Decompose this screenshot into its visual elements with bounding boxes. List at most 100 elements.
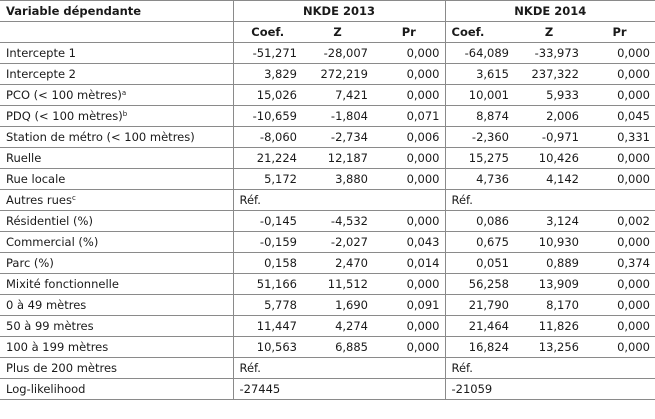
table-row: Rue locale 5,172 3,880 0,000 4,736 4,142 0,000 bbox=[0, 168, 655, 190]
row-label-text: Plus de 200 mètres bbox=[6, 361, 118, 375]
row-label-text: 100 à 199 mètres bbox=[6, 340, 109, 354]
pr-2013-cell: 0,091 bbox=[373, 294, 446, 316]
pr-2014-cell: 0,331 bbox=[584, 126, 655, 148]
row-label-text: PCO (< 100 mètres) bbox=[6, 88, 122, 102]
row-label: 50 à 99 mètres bbox=[0, 315, 234, 337]
z-2013-cell: 1,690 bbox=[302, 294, 373, 316]
z-2014-cell: 10,930 bbox=[514, 231, 584, 253]
coef-2013-cell: -51,271 bbox=[233, 42, 302, 64]
row-label: Rue locale bbox=[0, 168, 234, 190]
row-label: Plus de 200 mètres bbox=[0, 357, 234, 379]
pr-2014-cell: 0,000 bbox=[584, 231, 655, 253]
table-row: Log-likelihood -27445 -21059 bbox=[0, 378, 655, 400]
pr-2014-cell: 0,000 bbox=[584, 273, 655, 295]
pr-2013-cell: 0,000 bbox=[373, 315, 446, 337]
variable-header-blank bbox=[0, 21, 234, 43]
coef-2014-cell: 0,086 bbox=[445, 210, 514, 232]
z-2014-cell: 237,322 bbox=[514, 63, 584, 85]
table-row: Commercial (%) -0,159 -2,027 0,043 0,675 10,9… bbox=[0, 231, 655, 253]
table-row: 100 à 199 mètres 10,563 6,885 0,000 16,824 13… bbox=[0, 336, 655, 358]
table-row: Intercepte 2 3,829 272,219 0,000 3,615 237,32… bbox=[0, 63, 655, 85]
pr-2014-cell: 0,000 bbox=[584, 315, 655, 337]
row-label-text: Autres rues bbox=[6, 193, 72, 207]
table-row: Parc (%) 0,158 2,470 0,014 0,051 0,889 0,374 bbox=[0, 252, 655, 274]
pr-2013-cell: 0,006 bbox=[373, 126, 446, 148]
pr-2013-cell: 0,000 bbox=[373, 42, 446, 64]
table-header: Variable dépendante NKDE 2013 NKDE 2014 … bbox=[0, 0, 655, 43]
z-2013-cell bbox=[302, 378, 373, 400]
coef-2014-cell: Réf. bbox=[445, 357, 514, 379]
row-label: 0 à 49 mètres bbox=[0, 294, 234, 316]
table-row: PCO (< 100 mètres)a 15,026 7,421 0,000 10,00… bbox=[0, 84, 655, 106]
z-2014-cell: 5,933 bbox=[514, 84, 584, 106]
coef-2013-cell: 51,166 bbox=[233, 273, 302, 295]
coef-2013-cell: -0,145 bbox=[233, 210, 302, 232]
coef-2013-cell: 11,447 bbox=[233, 315, 302, 337]
z-header-2014: Z bbox=[514, 21, 584, 43]
header-row-groups: Variable dépendante NKDE 2013 NKDE 2014 bbox=[0, 0, 655, 22]
z-2014-cell bbox=[514, 378, 584, 400]
coef-2013-cell: 5,778 bbox=[233, 294, 302, 316]
z-2013-cell: -4,532 bbox=[302, 210, 373, 232]
table-row: Ruelle 21,224 12,187 0,000 15,275 10,426 0,000 bbox=[0, 147, 655, 169]
coef-2013-cell: 5,172 bbox=[233, 168, 302, 190]
coef-2014-cell: 8,874 bbox=[445, 105, 514, 127]
pr-header-2013: Pr bbox=[373, 21, 446, 43]
pr-2014-cell: 0,374 bbox=[584, 252, 655, 274]
row-label: Intercepte 1 bbox=[0, 42, 234, 64]
z-2013-cell: 12,187 bbox=[302, 147, 373, 169]
row-label-text: PDQ (< 100 mètres) bbox=[6, 109, 123, 123]
table-row: Plus de 200 mètres Réf. Réf. bbox=[0, 357, 655, 379]
row-label: Autres ruesc bbox=[0, 189, 234, 211]
row-label-text: Résidentiel (%) bbox=[6, 214, 93, 228]
coef-2013-cell: 3,829 bbox=[233, 63, 302, 85]
pr-2014-cell bbox=[584, 189, 655, 211]
pr-2014-cell bbox=[584, 378, 655, 400]
z-2013-cell: 7,421 bbox=[302, 84, 373, 106]
z-2013-cell: 4,274 bbox=[302, 315, 373, 337]
z-2014-cell bbox=[514, 189, 584, 211]
coef-2014-cell: 3,615 bbox=[445, 63, 514, 85]
coef-header-2013: Coef. bbox=[233, 21, 302, 43]
pr-2014-cell: 0,045 bbox=[584, 105, 655, 127]
header-row-sub: Coef. Z Pr Coef. Z Pr bbox=[0, 21, 655, 43]
coef-2013-cell: Réf. bbox=[233, 189, 302, 211]
pr-2014-cell: 0,000 bbox=[584, 294, 655, 316]
pr-2013-cell: 0,000 bbox=[373, 336, 446, 358]
row-label-text: Intercepte 2 bbox=[6, 67, 76, 81]
pr-2013-cell bbox=[373, 357, 446, 379]
pr-2014-cell: 0,000 bbox=[584, 168, 655, 190]
pr-2014-cell bbox=[584, 357, 655, 379]
z-2014-cell: -0,971 bbox=[514, 126, 584, 148]
z-2013-cell: -2,734 bbox=[302, 126, 373, 148]
coef-2014-cell: 10,001 bbox=[445, 84, 514, 106]
group-header-2013: NKDE 2013 bbox=[233, 0, 446, 22]
coef-2014-cell: 21,464 bbox=[445, 315, 514, 337]
z-2013-cell: 11,512 bbox=[302, 273, 373, 295]
coef-2013-cell: -0,159 bbox=[233, 231, 302, 253]
row-label: Intercepte 2 bbox=[0, 63, 234, 85]
row-label: Ruelle bbox=[0, 147, 234, 169]
coef-2013-cell: -10,659 bbox=[233, 105, 302, 127]
coef-2013-cell: 10,563 bbox=[233, 336, 302, 358]
pr-2014-cell: 0,000 bbox=[584, 42, 655, 64]
pr-2014-cell: 0,002 bbox=[584, 210, 655, 232]
z-2014-cell: 10,426 bbox=[514, 147, 584, 169]
pr-2013-cell: 0,000 bbox=[373, 63, 446, 85]
pr-2013-cell: 0,000 bbox=[373, 84, 446, 106]
pr-2013-cell bbox=[373, 378, 446, 400]
z-2014-cell: -33,973 bbox=[514, 42, 584, 64]
z-2013-cell bbox=[302, 357, 373, 379]
pr-2013-cell: 0,014 bbox=[373, 252, 446, 274]
group-header-2014: NKDE 2014 bbox=[445, 0, 655, 22]
z-2014-cell bbox=[514, 357, 584, 379]
pr-2013-cell: 0,000 bbox=[373, 147, 446, 169]
z-2014-cell: 2,006 bbox=[514, 105, 584, 127]
pr-2013-cell bbox=[373, 189, 446, 211]
coef-2014-cell: -64,089 bbox=[445, 42, 514, 64]
footnote-marker: a bbox=[121, 89, 127, 97]
row-label: Parc (%) bbox=[0, 252, 234, 274]
coef-2014-cell: 0,675 bbox=[445, 231, 514, 253]
z-2013-cell: 3,880 bbox=[302, 168, 373, 190]
z-2013-cell bbox=[302, 189, 373, 211]
